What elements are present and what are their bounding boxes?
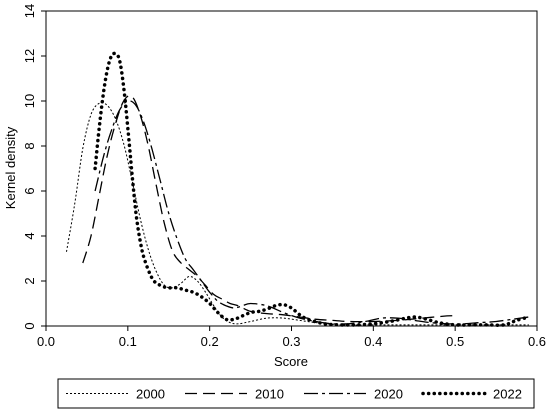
series-layer [66,51,531,327]
legend-label-2010: 2010 [255,387,284,402]
y-tick-label: 12 [22,49,37,63]
x-tick-label: 0.4 [364,334,382,349]
y-tick-label: 8 [22,142,37,149]
x-tick-label: 0.5 [446,334,464,349]
legend-label-2022: 2022 [493,387,522,402]
x-tick-label: 0.2 [201,334,219,349]
x-tick-label: 0.0 [37,334,55,349]
x-axis-title: Score [274,354,308,369]
y-axis-title: Kernel density [3,126,18,209]
plot-frame [45,10,538,327]
y-tick-label: 10 [22,94,37,108]
y-tick-label: 6 [22,187,37,194]
series-line-2010 [82,94,456,323]
y-tick-label: 4 [22,232,37,239]
x-tick-label: 0.3 [282,334,300,349]
series-line-2020 [94,100,529,325]
legend-label-2020: 2020 [374,387,403,402]
legend-label-2000: 2000 [136,387,165,402]
x-tick-label: 0.1 [119,334,137,349]
x-tick-label: 0.6 [528,334,546,349]
legend-box [57,378,535,409]
y-tick-label: 14 [22,4,37,18]
series-line-2022 [93,51,531,327]
axes: 0.0 0.1 0.2 0.3 0.4 0.5 0.6 0 2 4 6 8 10 12 14 [22,4,546,349]
y-tick-label: 0 [22,322,37,329]
legend: 2000 2010 2020 2022 [57,378,535,409]
y-tick-label: 2 [22,277,37,284]
